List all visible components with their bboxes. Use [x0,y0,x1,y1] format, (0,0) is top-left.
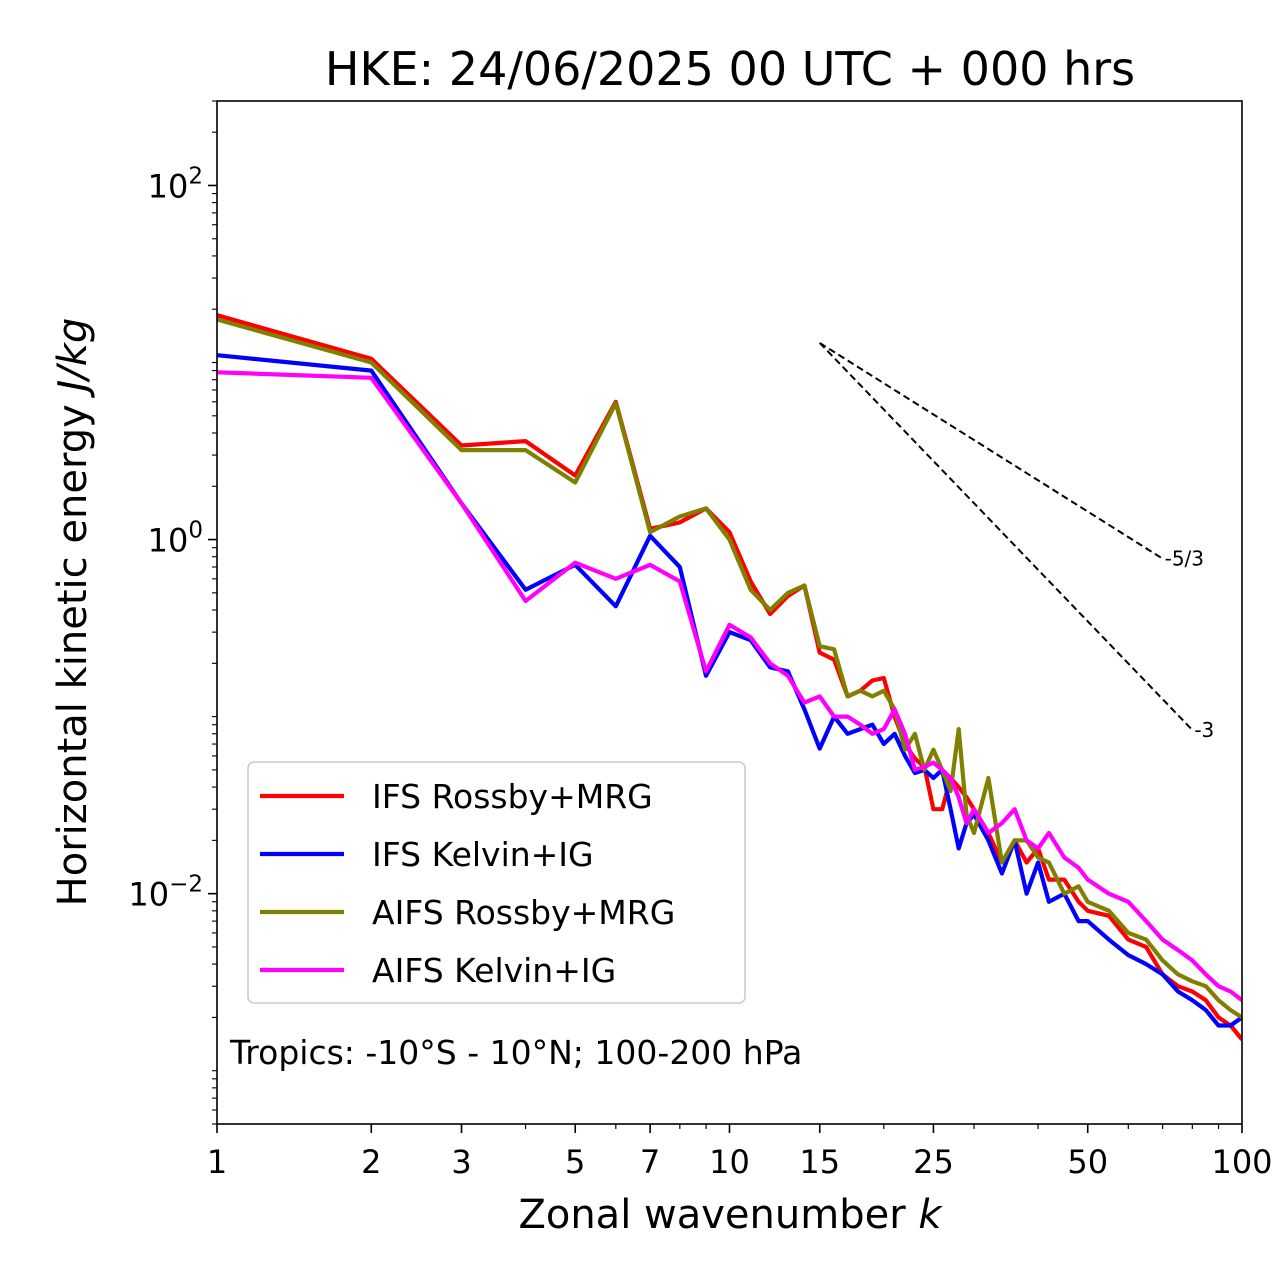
x-tick-label: 2 [361,1143,381,1181]
legend-label-3: AIFS Rossby+MRG [372,893,675,932]
x-tick-label: 7 [640,1143,660,1181]
x-axis: 1 2 3 5 7 10 15 25 50 100 [207,1124,1273,1181]
slope-line-1 [819,342,1164,560]
legend-label-2: IFS Kelvin+IG [372,835,594,874]
chart-title: HKE: 24/06/2025 00 UTC + 000 hrs [325,42,1135,96]
x-tick-label: 15 [799,1143,840,1181]
x-tick-label: 3 [451,1143,471,1181]
slope-label-1: -5/3 [1165,547,1204,571]
x-tick-label: 5 [565,1143,585,1181]
slope-line-2 [819,342,1194,731]
x-tick-label: 10 [709,1143,750,1181]
y-axis-label: Horizontal kinetic energy J/kg [50,318,96,907]
legend: IFS Rossby+MRG IFS Kelvin+IG AIFS Rossby+M… [247,761,746,1004]
x-tick-label: 25 [913,1143,954,1181]
legend-label-4: AIFS Kelvin+IG [372,951,616,990]
series-line-2 [217,353,1242,1028]
series-line-4 [217,370,1242,1002]
y-tick-label: 102 [148,163,203,205]
y-axis: 102 100 10−2 [128,100,217,1125]
x-tick-label: 100 [1211,1143,1272,1181]
legend-label-1: IFS Rossby+MRG [372,777,653,816]
x-axis-label: Zonal wavenumber k [518,1192,943,1238]
series-line-3 [217,317,1242,1020]
slope-label-2: -3 [1194,718,1214,742]
series-lines [217,313,1242,1041]
x-tick-label: 1 [207,1143,227,1181]
legend-box [247,761,746,1004]
x-tick-label: 50 [1067,1143,1108,1181]
y-tick-label: 10−2 [128,872,203,914]
region-annotation: Tropics: -10°S - 10°N; 100-200 hPa [229,1033,802,1072]
y-tick-label: 100 [148,518,203,560]
